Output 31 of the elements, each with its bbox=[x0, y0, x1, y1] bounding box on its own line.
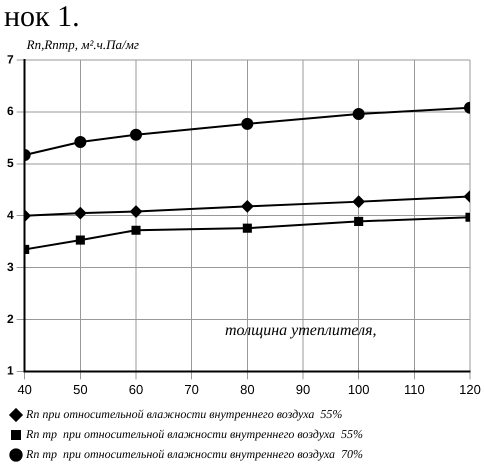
y-tick-label: 3 bbox=[6, 260, 14, 274]
x-tick-label: 90 bbox=[296, 382, 310, 397]
point bbox=[131, 226, 141, 235]
y-tick-label: 4 bbox=[6, 208, 14, 222]
legend-label: Rп тр при относительной влажности внутреннего воздуха 55% bbox=[25, 427, 364, 442]
chart-title: нок 1. bbox=[4, 0, 80, 33]
y-tick-label: 1 bbox=[6, 364, 14, 378]
y-axis-title: Rп,Rптр, м².ч.Па/мг bbox=[26, 36, 139, 52]
x-tick-label: 70 bbox=[184, 382, 199, 397]
annotation: толщина утеплителя, bbox=[224, 322, 377, 340]
point bbox=[352, 108, 365, 120]
x-tick-label: 50 bbox=[73, 382, 88, 397]
x-tick-label: 100 bbox=[348, 382, 370, 397]
x-tick-label: 60 bbox=[128, 382, 144, 397]
point bbox=[241, 118, 254, 130]
x-tick-label: 110 bbox=[404, 382, 425, 397]
point bbox=[242, 224, 252, 233]
x-tick-label: 40 bbox=[17, 382, 32, 397]
y-tick-label: 5 bbox=[6, 156, 14, 170]
legend-label: Rп при относительной влажности внутреннего воздуха 55% bbox=[25, 407, 342, 422]
y-tick-label: 6 bbox=[6, 104, 14, 118]
y-tick-label: 7 bbox=[6, 52, 14, 66]
y-tick-label: 2 bbox=[6, 312, 14, 326]
point bbox=[354, 216, 364, 226]
point bbox=[130, 128, 142, 141]
x-tick-label: 80 bbox=[240, 382, 255, 397]
legend-label: Rп тр при относительной влажности внутреннего воздуха 70% bbox=[25, 447, 364, 462]
point bbox=[352, 196, 365, 208]
point bbox=[130, 206, 142, 218]
x-tick-label: 120 bbox=[459, 382, 481, 397]
point bbox=[241, 200, 254, 212]
